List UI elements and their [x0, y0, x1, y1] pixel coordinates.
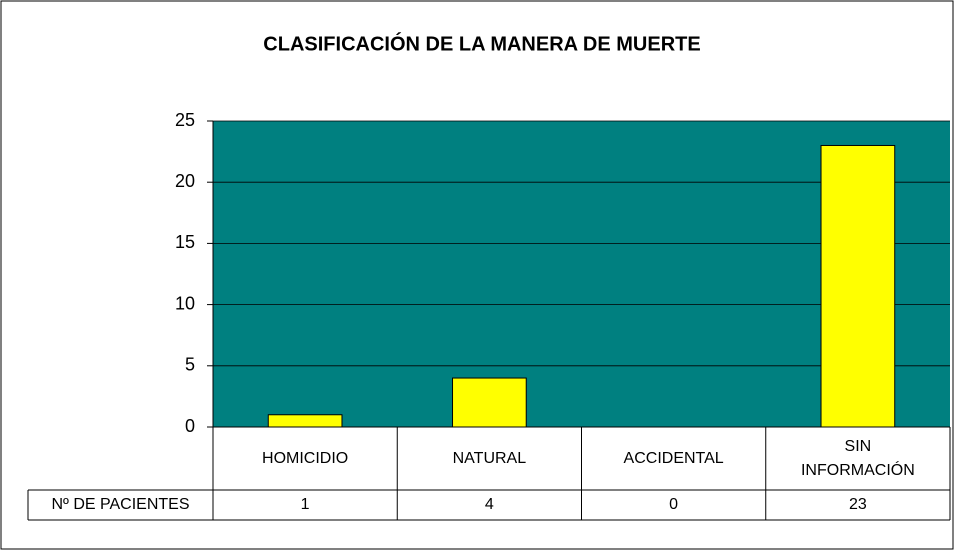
x-tick-label-box: ACCIDENTAL [623, 449, 724, 467]
bar [452, 377, 527, 428]
table-value-box: 23 [848, 496, 867, 514]
bar [267, 414, 343, 428]
table-value: 23 [848, 496, 867, 514]
table-value: 4 [484, 496, 494, 514]
legend-label: Nº DE PACIENTES [51, 496, 190, 514]
x-tick-label-box: NATURAL [452, 449, 527, 467]
table-value-box: 0 [669, 496, 679, 514]
x-tick-label-box: HOMICIDIO [262, 449, 349, 467]
y-tick-label: 5 [185, 355, 195, 375]
table-value-box: 4 [484, 496, 494, 514]
table-value-box: 1 [300, 496, 310, 514]
y-tick-label: 0 [185, 416, 195, 436]
y-tick-label: 10 [175, 293, 195, 313]
bar [820, 144, 896, 428]
y-tick-label: 15 [175, 232, 195, 252]
x-tick-label: ACCIDENTAL [623, 449, 724, 467]
table-value: 0 [669, 496, 679, 514]
x-tick-label: SIN INFORMACIÓN [800, 438, 915, 479]
legend-box: Nº DE PACIENTES [51, 496, 190, 514]
x-tick-label-box: SIN INFORMACIÓN [800, 438, 915, 479]
y-tick-label: 25 [175, 110, 195, 130]
x-tick-label: NATURAL [452, 449, 527, 467]
chart-title: CLASIFICACIÓN DE LA MANERA DE MUERTE [263, 31, 700, 55]
table-value: 1 [300, 496, 310, 514]
x-tick-label: HOMICIDIO [262, 449, 349, 467]
y-tick-label: 20 [175, 171, 195, 191]
